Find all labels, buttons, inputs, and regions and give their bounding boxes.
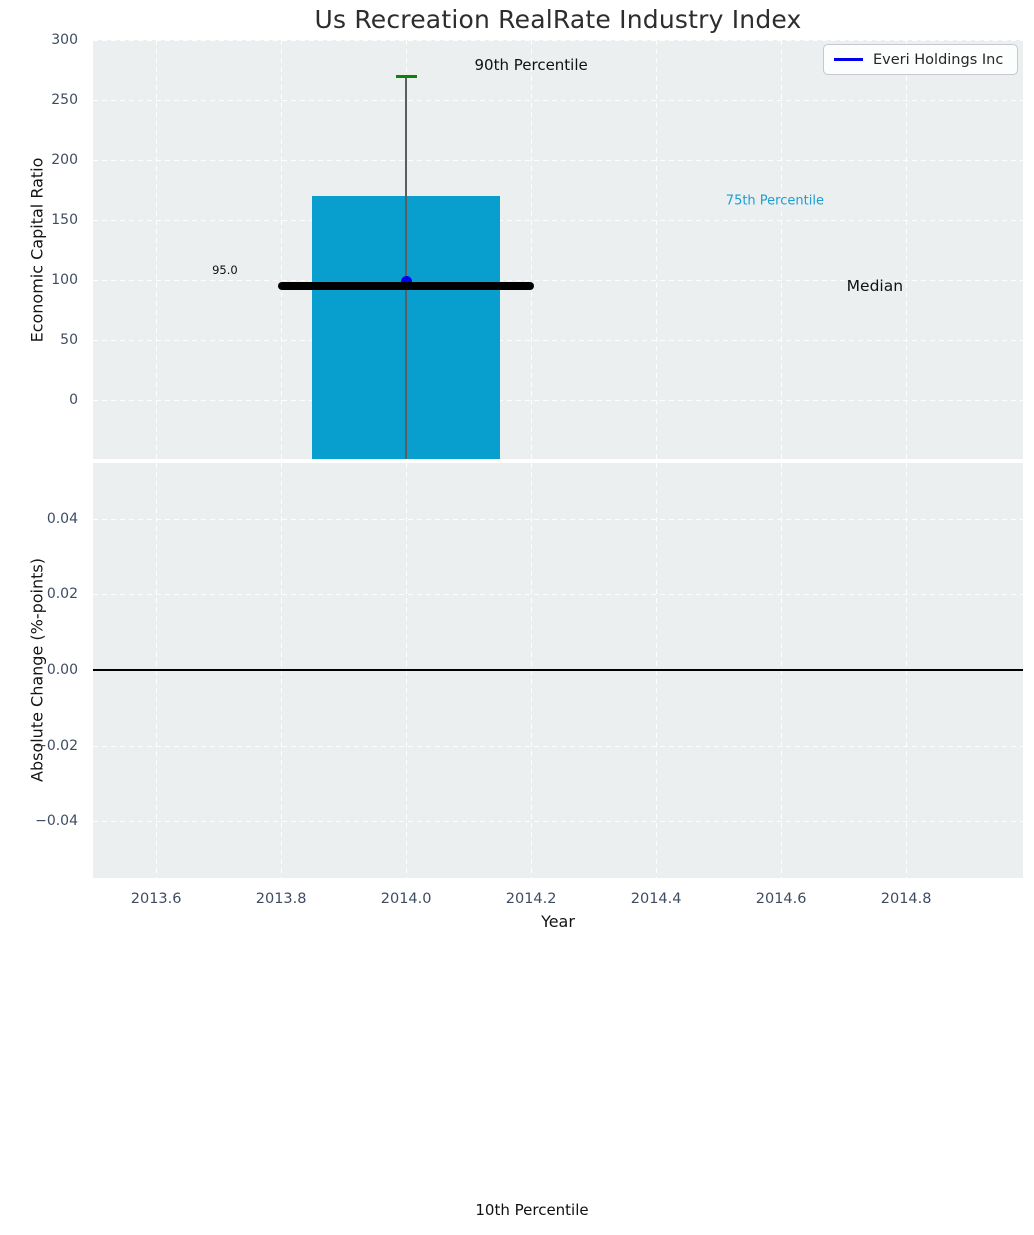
x-tick-label: 2014.8 bbox=[880, 891, 932, 907]
annotation-75th-percentile: 75th Percentile bbox=[725, 193, 824, 209]
p90-cap-mark bbox=[395, 74, 417, 78]
grid-line-vertical bbox=[781, 40, 783, 459]
chart-title: Us Recreation RealRate Industry Index bbox=[314, 5, 802, 34]
y-tick-label: 300 bbox=[51, 32, 78, 48]
y-tick-label: 0.02 bbox=[46, 586, 78, 603]
legend-line-sample bbox=[834, 58, 863, 61]
y-tick-label: 0.04 bbox=[46, 510, 78, 527]
zero-reference-line bbox=[93, 669, 1023, 671]
x-tick-label: 2013.6 bbox=[130, 891, 182, 907]
y-tick-label: 250 bbox=[51, 92, 78, 108]
annotation-90th-percentile: 90th Percentile bbox=[474, 56, 588, 75]
y-tick-label: −0.04 bbox=[35, 813, 78, 830]
grid-line-horizontal bbox=[93, 340, 1023, 341]
bottom-axes-absolute-change bbox=[93, 463, 1023, 878]
grid-line-horizontal bbox=[93, 280, 1023, 281]
median-line bbox=[278, 282, 535, 290]
annotation-median-value: 95.0 bbox=[212, 263, 238, 278]
grid-line-horizontal bbox=[93, 518, 1023, 520]
x-tick-label: 2014.0 bbox=[380, 891, 432, 907]
x-tick-label: 2014.6 bbox=[755, 891, 807, 907]
grid-line-horizontal bbox=[93, 745, 1023, 747]
grid-line-horizontal bbox=[93, 100, 1023, 101]
grid-line-vertical bbox=[906, 40, 908, 459]
y-tick-label: −0.02 bbox=[35, 737, 78, 754]
grid-line-vertical bbox=[531, 40, 533, 459]
x-tick-label: 2014.2 bbox=[505, 891, 557, 907]
y-tick-label: 0.00 bbox=[46, 662, 78, 678]
top-axes-economic-capital-ratio: 90th Percentile 75th Percentile Median 9… bbox=[93, 40, 1023, 459]
y-axis-label-top: Economic Capital Ratio bbox=[27, 157, 47, 343]
y-tick-label: 0 bbox=[69, 392, 78, 408]
grid-line-horizontal bbox=[93, 400, 1023, 401]
legend: Everi Holdings Inc bbox=[823, 44, 1018, 75]
grid-line-horizontal bbox=[93, 821, 1023, 823]
grid-line-vertical bbox=[281, 40, 283, 459]
annotation-median: Median bbox=[846, 277, 904, 295]
grid-line-horizontal bbox=[93, 40, 1023, 41]
grid-line-vertical bbox=[656, 40, 658, 459]
y-tick-label: 100 bbox=[51, 272, 78, 288]
grid-line-horizontal bbox=[93, 594, 1023, 596]
grid-line-horizontal bbox=[93, 160, 1023, 161]
x-tick-label: 2014.4 bbox=[630, 891, 682, 907]
x-axis-label: Year bbox=[541, 912, 575, 931]
grid-line-vertical bbox=[156, 40, 158, 459]
everi-data-point bbox=[400, 275, 412, 287]
grid-line-horizontal bbox=[93, 220, 1023, 221]
y-tick-label: 200 bbox=[51, 152, 78, 168]
y-tick-label: 50 bbox=[60, 332, 78, 348]
whisker-line bbox=[405, 76, 407, 459]
y-tick-label: 150 bbox=[51, 212, 78, 228]
legend-label: Everi Holdings Inc bbox=[873, 51, 1004, 68]
annotation-10th-percentile: 10th Percentile bbox=[475, 1201, 589, 1219]
x-tick-label: 2013.8 bbox=[255, 891, 307, 907]
